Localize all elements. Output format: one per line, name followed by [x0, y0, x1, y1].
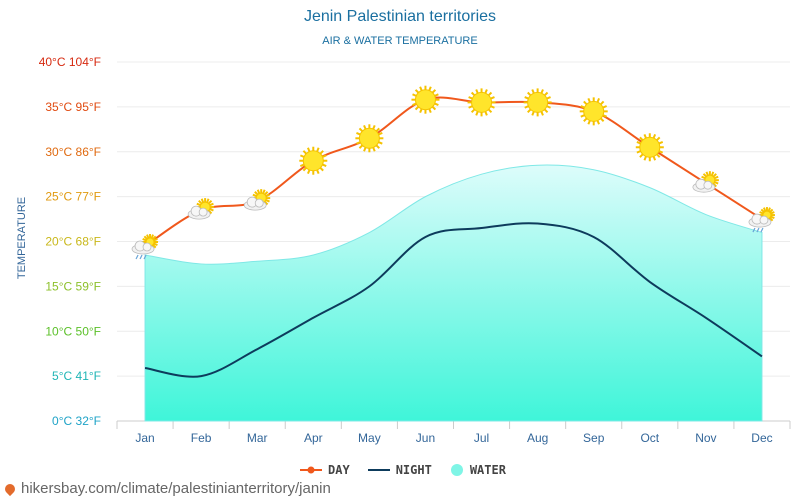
legend-water-swatch [450, 464, 463, 476]
source-text: hikersbay.com/climate/palestinianterrito… [21, 480, 331, 497]
x-tick-label: Mar [247, 431, 268, 445]
sun-icon [299, 146, 328, 175]
legend-day-swatch [300, 466, 322, 474]
x-tick-label: Jul [474, 431, 489, 445]
x-tick-label: May [358, 431, 381, 445]
series-night-line [144, 222, 763, 378]
legend-item-water[interactable]: WATER [450, 463, 506, 477]
chart-subtitle: AIR & WATER TEMPERATURE [322, 35, 478, 47]
x-tick-label: Nov [695, 431, 716, 445]
sun-icon [355, 124, 384, 153]
y-tick-label: 15°C 59°F [45, 279, 101, 293]
sun-cloud-icon [243, 189, 271, 211]
x-tick-label: Aug [527, 431, 548, 445]
series-water-area [144, 164, 763, 422]
y-tick-label: 25°C 77°F [45, 190, 101, 204]
legend-item-day[interactable]: DAY [300, 463, 350, 477]
sun-icon [635, 133, 664, 162]
y-tick-labels: 0°C 32°F 5°C 41°F 10°C 50°F 15°C 59°F 20°C 6… [39, 55, 101, 428]
sun-icon [411, 85, 440, 114]
rain-sun-icon [131, 233, 159, 260]
rain-sun-icon [748, 207, 775, 233]
y-tick-label: 10°C 50°F [45, 324, 101, 338]
y-tick-label: 35°C 95°F [45, 100, 101, 114]
sun-cloud-icon [692, 171, 719, 193]
x-tick-label: Sep [583, 431, 605, 445]
chart-title: Jenin Palestinian territories [303, 8, 497, 25]
y-tick-label: 20°C 68°F [45, 235, 101, 249]
source-link[interactable]: hikersbay.com/climate/palestinianterrito… [2, 480, 331, 497]
sun-cloud-icon [187, 198, 215, 220]
sun-icon [467, 88, 496, 117]
y-tick-label: 5°C 41°F [52, 369, 101, 383]
sun-icon [523, 88, 552, 117]
y-tick-label: 0°C 32°F [52, 414, 101, 428]
x-tick-label: Jan [135, 431, 154, 445]
legend-water-label: WATER [469, 463, 506, 477]
legend-item-night[interactable]: NIGHT [367, 463, 432, 477]
x-tick-label: Jun [416, 431, 435, 445]
location-pin-icon [2, 481, 18, 496]
x-tick-label: Apr [304, 431, 323, 445]
legend-day-label: DAY [328, 463, 350, 477]
x-tick-label: Feb [191, 431, 212, 445]
x-tick-labels: Jan Feb Mar Apr May Jun Jul Aug Sep Oct Nov Dec [116, 421, 791, 445]
temperature-chart: 0°C 32°F 5°C 41°F 10°C 50°F 15°C 59°F 20°C 6… [39, 55, 791, 445]
x-tick-label: Dec [751, 431, 772, 445]
sun-icon [579, 97, 608, 126]
legend: DAY NIGHT WATER [300, 463, 506, 477]
y-tick-label: 30°C 86°F [45, 145, 101, 159]
legend-night-swatch [367, 469, 390, 471]
y-tick-label: 40°C 104°F [39, 55, 101, 69]
legend-night-label: NIGHT [395, 463, 432, 477]
x-tick-label: Oct [640, 431, 659, 445]
weather-icons [131, 85, 775, 260]
